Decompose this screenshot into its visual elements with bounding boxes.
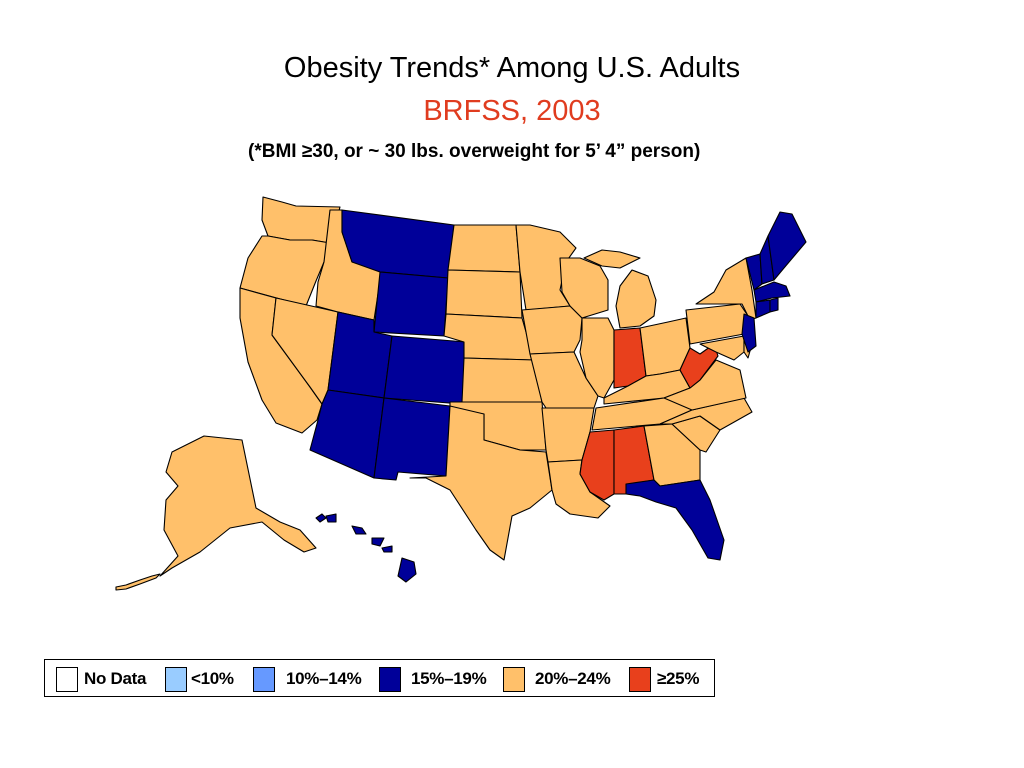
legend-label-lt10: <10% <box>191 669 234 688</box>
state-hi-kauai <box>315 513 327 523</box>
state-co <box>383 335 467 405</box>
state-il <box>579 317 615 399</box>
legend-swatch-no-data <box>56 667 78 692</box>
legend-label-20-24: 20%–24% <box>535 669 611 688</box>
state-hi-lanai <box>381 545 393 553</box>
state-ak-islands <box>115 573 161 591</box>
state-md <box>699 335 745 361</box>
state-nj <box>741 313 757 353</box>
state-hi-molokai <box>351 525 367 535</box>
map-title: Obesity Trends* Among U.S. Adults <box>283 52 741 84</box>
state-hi-oahu <box>325 513 337 523</box>
state-ak <box>159 435 317 577</box>
state-ia <box>521 305 583 355</box>
state-hi-big <box>397 557 417 583</box>
legend-swatch-20-24 <box>503 667 525 692</box>
state-ct <box>755 299 771 319</box>
state-mo <box>529 351 599 409</box>
legend-label-10-14: 10%–14% <box>286 669 362 688</box>
state-ks <box>461 357 543 403</box>
state-mi <box>615 269 657 329</box>
legend-swatch-15-19 <box>379 667 401 692</box>
state-nd <box>447 224 521 273</box>
legend: No Data <10% 10%–14% 15%–19% 20%–24% ≥25… <box>44 659 715 697</box>
legend-swatch-lt10 <box>165 667 187 692</box>
state-ny <box>695 257 757 321</box>
map-subtitle: (*BMI ≥30, or ~ 30 lbs. overweight for 5… <box>248 141 701 162</box>
state-sd <box>445 269 523 319</box>
legend-swatch-10-14 <box>253 667 275 692</box>
state-nm <box>373 397 451 481</box>
state-fl <box>625 479 725 561</box>
state-wi <box>559 257 609 319</box>
state-tx <box>409 405 553 561</box>
state-mi-up <box>583 249 641 269</box>
legend-label-no-data: No Data <box>84 669 147 688</box>
state-hi-maui <box>371 537 385 547</box>
legend-label-15-19: 15%–19% <box>411 669 487 688</box>
state-wy <box>373 271 449 337</box>
state-ri <box>769 297 779 313</box>
map-title-year: BRFSS, 2003 <box>423 95 601 127</box>
legend-label-ge25: ≥25% <box>657 669 700 688</box>
legend-swatch-ge25 <box>629 667 651 692</box>
state-me <box>767 211 807 281</box>
